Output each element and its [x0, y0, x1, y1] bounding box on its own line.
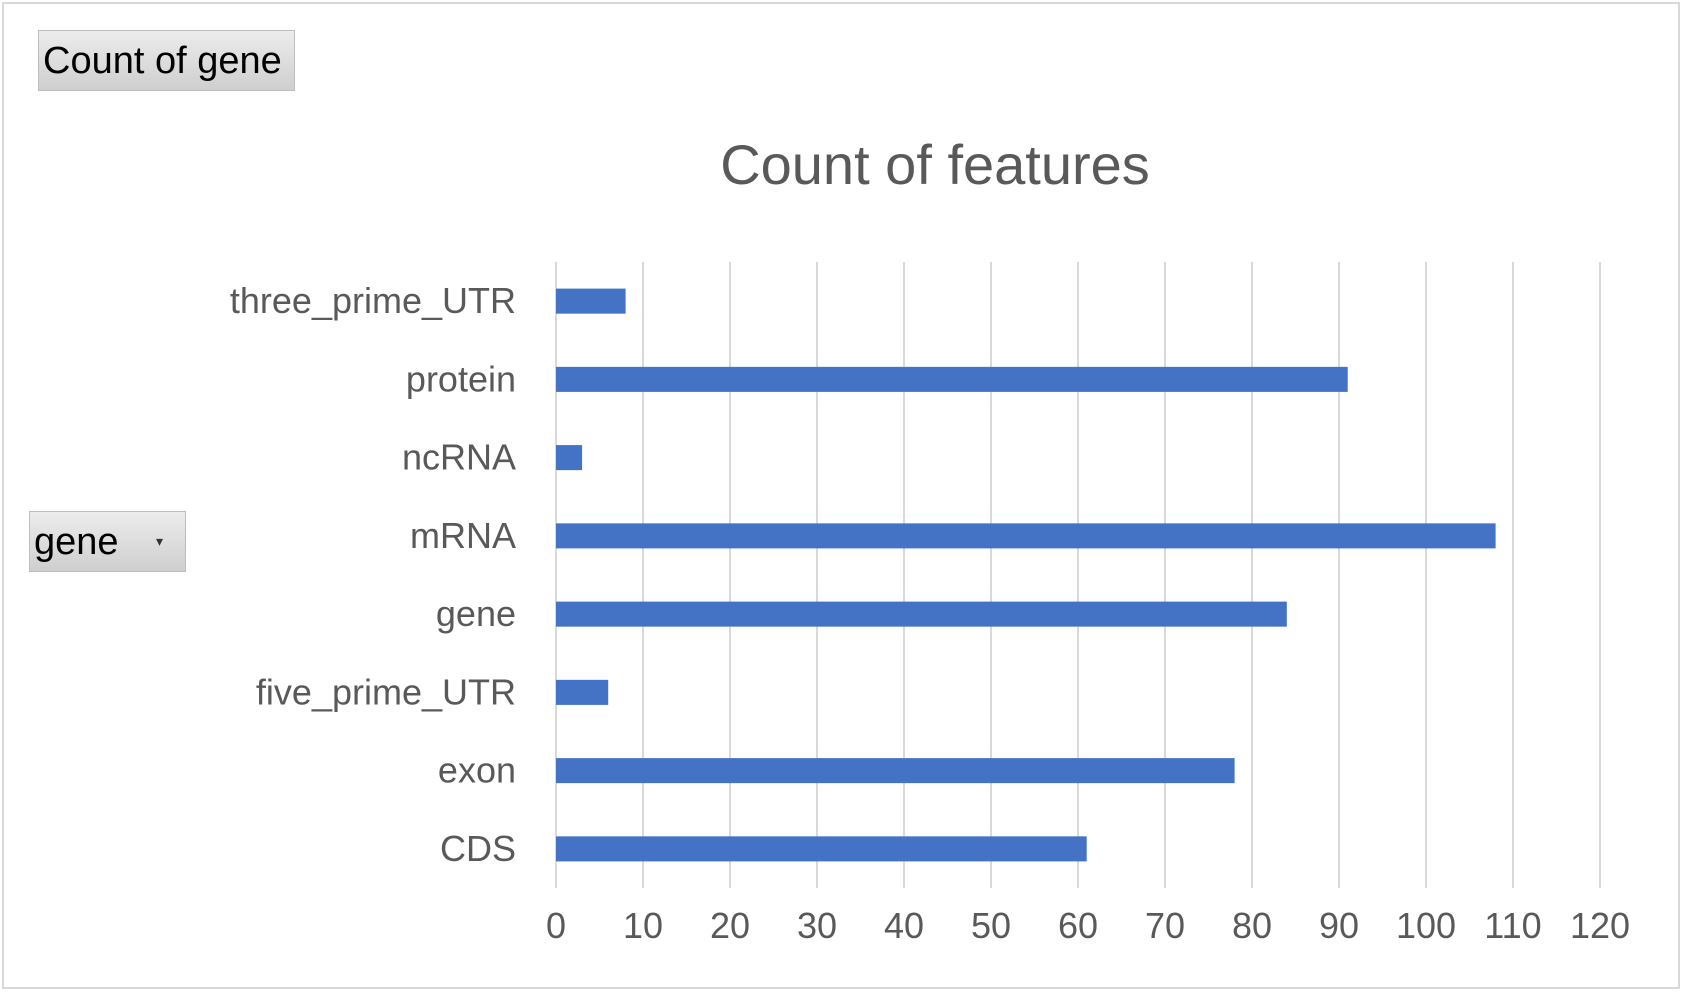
x-tick-label: 0 — [546, 905, 566, 946]
values-field-label: Count of gene — [43, 39, 282, 82]
dropdown-arrow-icon[interactable]: ▾ — [155, 533, 163, 549]
bar — [556, 836, 1087, 862]
x-tick-label: 60 — [1058, 905, 1098, 946]
category-label: mRNA — [410, 515, 516, 556]
bar — [556, 679, 609, 705]
x-tick-label: 80 — [1232, 905, 1272, 946]
values-field-button[interactable]: Count of gene — [38, 30, 295, 91]
chart-title: Count of features — [720, 133, 1150, 196]
category-label: five_prime_UTR — [256, 671, 516, 712]
x-tick-label: 110 — [1484, 905, 1541, 946]
x-tick-label: 10 — [623, 905, 663, 946]
x-tick-label: 20 — [710, 905, 750, 946]
x-tick-label: 40 — [884, 905, 924, 946]
bar — [556, 523, 1496, 549]
bar — [556, 758, 1235, 784]
axis-field-label: gene — [34, 520, 119, 563]
x-tick-label: 120 — [1570, 905, 1630, 946]
bar — [556, 445, 583, 471]
category-label: CDS — [440, 828, 516, 869]
bar — [556, 601, 1287, 627]
bar — [556, 366, 1348, 392]
bar — [556, 288, 626, 314]
x-tick-label: 70 — [1145, 905, 1185, 946]
x-tick-label: 50 — [971, 905, 1011, 946]
x-tick-label: 30 — [797, 905, 837, 946]
x-tick-label: 90 — [1319, 905, 1359, 946]
x-tick-label: 100 — [1396, 905, 1456, 946]
category-label: gene — [436, 593, 516, 634]
category-label: ncRNA — [402, 437, 516, 478]
category-label: three_prime_UTR — [230, 280, 516, 321]
category-label: protein — [406, 358, 516, 399]
axis-field-button[interactable]: gene ▾ — [29, 511, 186, 572]
category-label: exon — [438, 750, 516, 791]
